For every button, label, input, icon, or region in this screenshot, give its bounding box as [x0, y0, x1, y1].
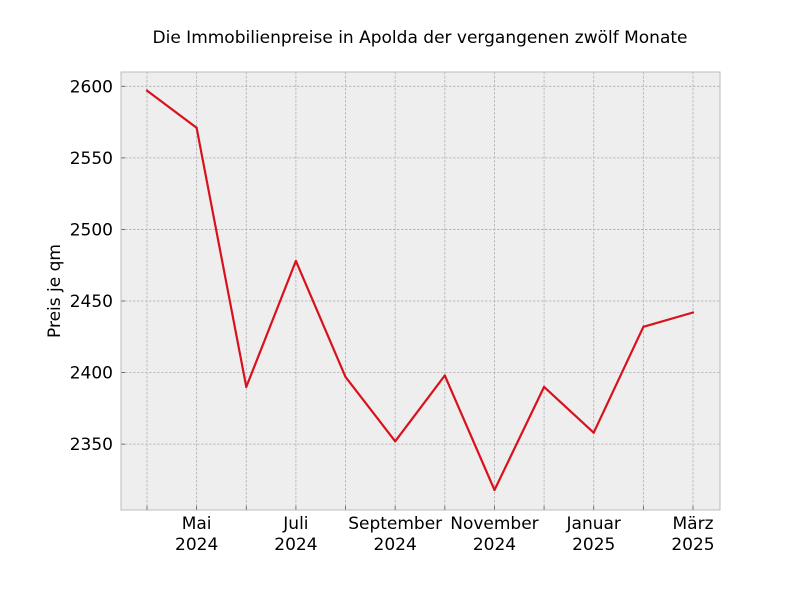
- x-tick-label-month: März: [673, 514, 714, 534]
- x-tick-label-month: Mai: [182, 514, 212, 534]
- x-tick-label-year: 2025: [671, 535, 714, 555]
- series-group: [145, 89, 695, 492]
- data-point: [344, 375, 347, 378]
- x-tick-label-month: Juli: [282, 514, 308, 534]
- grid: [121, 72, 720, 510]
- x-tick-label-year: 2024: [374, 535, 417, 555]
- data-point: [592, 431, 595, 434]
- chart-title: Die Immobilienpreise in Apolda der verga…: [153, 28, 688, 48]
- data-point: [394, 440, 397, 443]
- x-tick-label-month: November: [450, 514, 538, 534]
- data-point: [642, 325, 645, 328]
- data-point: [542, 385, 546, 389]
- x-tick-label-year: 2025: [572, 535, 615, 555]
- x-tick-label-year: 2024: [274, 535, 317, 555]
- y-tick-label: 2400: [70, 364, 113, 384]
- y-tick-label: 2500: [70, 220, 113, 240]
- y-tick-label: 2600: [70, 77, 113, 97]
- data-point: [691, 311, 695, 314]
- data-point: [443, 374, 446, 377]
- y-axis-label: Preis je qm: [45, 244, 65, 338]
- data-point: [493, 488, 496, 492]
- price-series-line: [145, 89, 695, 492]
- y-tick-label: 2550: [70, 149, 113, 169]
- y-tick-label: 2350: [70, 435, 113, 455]
- y-tick-label: 2450: [70, 292, 113, 312]
- x-tick-label-year: 2024: [473, 535, 516, 555]
- x-tick-label-month: September: [348, 514, 442, 534]
- x-tick-label-year: 2024: [175, 535, 218, 555]
- plot-area: [121, 72, 720, 510]
- data-point: [245, 385, 248, 389]
- plot-frame: [120, 71, 721, 511]
- data-point: [195, 126, 198, 129]
- axis-ticks: Mai2024Juli2024September2024November2024…: [70, 77, 715, 555]
- x-tick-label-month: Januar: [566, 514, 621, 534]
- data-point: [294, 259, 298, 263]
- data-point: [145, 89, 149, 92]
